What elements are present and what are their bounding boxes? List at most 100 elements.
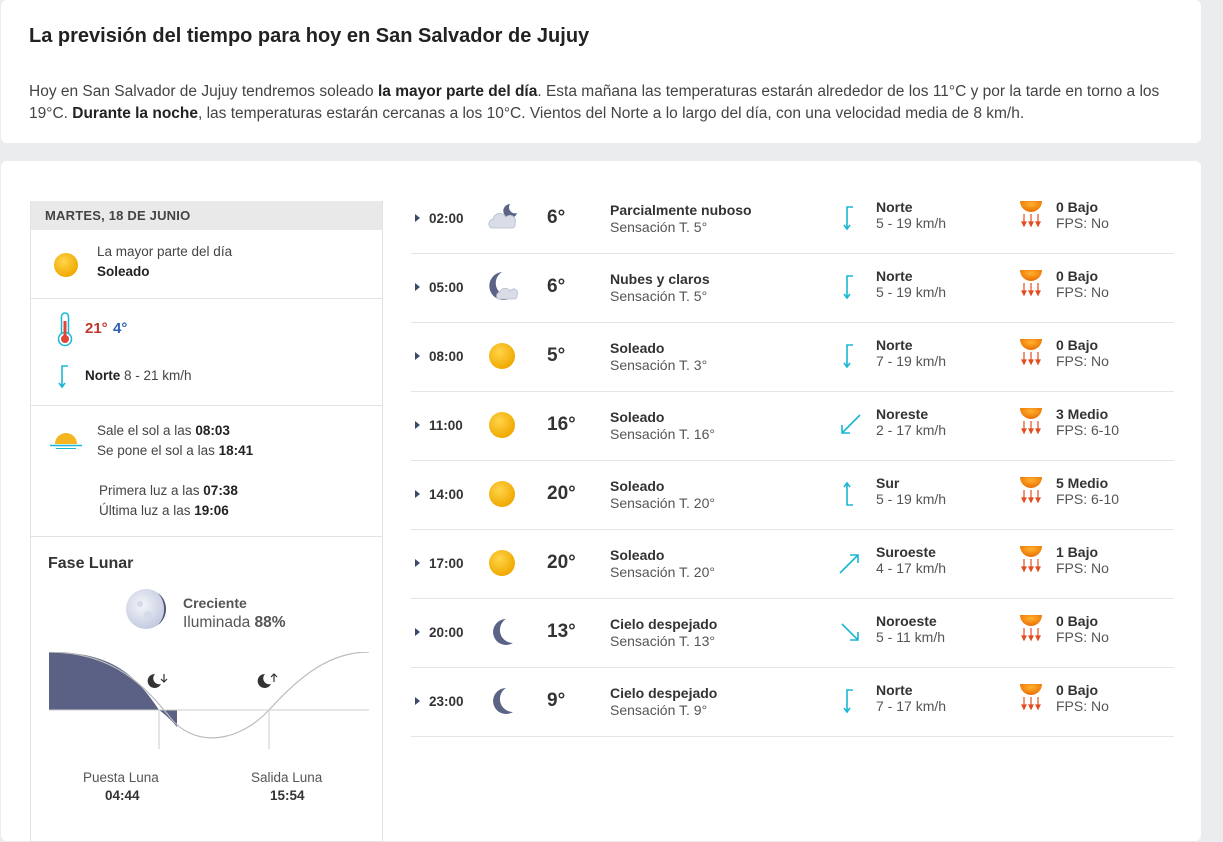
wind-speed: 7 - 17 km/h (876, 698, 947, 714)
fps-value: FPS: 6-10 (1056, 422, 1120, 438)
feels-like: Sensación T. 20° (610, 564, 715, 580)
uv-index-icon (1018, 268, 1044, 298)
expand-triangle-icon[interactable] (415, 283, 420, 291)
hour-temperature: 13° (547, 621, 576, 642)
uv-index: 5 Medio (1056, 475, 1109, 491)
uv-index-icon (1018, 613, 1044, 643)
cloudy-moon-icon (484, 269, 520, 305)
moonset-time: 04:44 (105, 788, 140, 803)
moon-path-chart (49, 652, 369, 749)
wind-direction: Norte (876, 199, 913, 215)
day-summary-panel: MARTES, 18 DE JUNIO La mayor parte del d… (30, 201, 383, 842)
hour-temperature: 20° (547, 483, 576, 504)
wind-direction: Noroeste (876, 613, 937, 629)
hour-condition: Soleado (610, 340, 665, 356)
fps-value: FPS: No (1056, 698, 1109, 714)
expand-triangle-icon[interactable] (415, 628, 420, 636)
expand-triangle-icon[interactable] (415, 559, 420, 567)
feels-like: Sensación T. 3° (610, 357, 708, 373)
fps-value: FPS: 6-10 (1056, 491, 1120, 507)
hour-temperature: 5° (547, 345, 566, 366)
expand-triangle-icon[interactable] (415, 697, 420, 705)
moon-phase-section: Fase Lunar Creciente Iluminada 88% Puest… (31, 537, 382, 837)
fps-value: FPS: No (1056, 215, 1109, 231)
day-header: MARTES, 18 DE JUNIO (31, 201, 382, 230)
desc-text-3: , las temperaturas estarán cercanas a lo… (198, 105, 1025, 122)
wind-arrow-icon (836, 410, 864, 440)
uv-index: 0 Bajo (1056, 613, 1099, 629)
hourly-row[interactable]: 05:00 6° Nubes y claros Sensación T. 5° Nort… (411, 254, 1174, 323)
moon-phase-icon (124, 587, 168, 636)
sunrise-label: Sale el sol a las (97, 423, 196, 438)
expand-triangle-icon[interactable] (415, 421, 420, 429)
hour-temperature: 16° (547, 414, 576, 435)
sky-state: Soleado (97, 264, 150, 279)
moon-curve-filled (49, 652, 177, 727)
hourly-row[interactable]: 20:00 13° Cielo despejado Sensación T. 13° N… (411, 599, 1174, 668)
wind-speed: 5 - 19 km/h (876, 215, 947, 231)
hourly-row[interactable]: 02:00 6° Parcialmente nuboso Sensación T. 5… (411, 185, 1174, 254)
uv-index-icon (1018, 544, 1044, 574)
expand-triangle-icon[interactable] (415, 214, 420, 222)
hourly-row[interactable]: 17:00 20° Soleado Sensación T. 20° Suroeste 4… (411, 530, 1174, 599)
daily-forecast-card: MARTES, 18 DE JUNIO La mayor parte del d… (1, 161, 1201, 842)
sun-icon (484, 545, 520, 581)
sunrise-line: Sale el sol a las 08:03 (97, 423, 230, 438)
desc-text-1: Hoy en San Salvador de Jujuy tendremos s… (29, 83, 378, 100)
wind-speed: 2 - 17 km/h (876, 422, 947, 438)
hour-condition: Parcialmente nuboso (610, 202, 752, 218)
wind-direction: Norte (876, 682, 913, 698)
wind-speed: 7 - 19 km/h (876, 353, 947, 369)
feels-like: Sensación T. 13° (610, 633, 715, 649)
forecast-description: Hoy en San Salvador de Jujuy tendremos s… (29, 81, 1179, 125)
moon-phase-title: Fase Lunar (48, 555, 134, 572)
max-temperature: 21° (85, 320, 108, 337)
hourly-row[interactable]: 08:00 5° Soleado Sensación T. 3° Norte 7 - 19… (411, 323, 1174, 392)
expand-triangle-icon[interactable] (415, 352, 420, 360)
sun-icon (484, 476, 520, 512)
desc-text-2: . Esta mañana las temperaturas estarán a… (29, 83, 1160, 122)
hour-condition: Cielo despejado (610, 616, 718, 632)
min-temperature: 4° (113, 320, 128, 337)
feels-like: Sensación T. 20° (610, 495, 715, 511)
moon-phase-name: Creciente (183, 595, 247, 611)
sun-times-section: Sale el sol a las 08:03 Se pone el sol a… (31, 406, 382, 537)
uv-index: 0 Bajo (1056, 682, 1099, 698)
sunset-time: 18:41 (218, 443, 254, 458)
fps-value: FPS: No (1056, 353, 1109, 369)
last-light-time: 19:06 (194, 503, 229, 518)
hourly-row[interactable]: 11:00 16° Soleado Sensación T. 16° Noreste 2 … (411, 392, 1174, 461)
wind-speed: 4 - 17 km/h (876, 560, 947, 576)
last-light-label: Última luz a las (99, 503, 195, 518)
sun-icon (484, 407, 520, 443)
hour-label: 17:00 (429, 556, 464, 571)
moon-illumination: Iluminada 88% (183, 614, 286, 632)
uv-index-icon (1018, 199, 1044, 229)
wind-direction: Noreste (876, 406, 929, 422)
uv-index-icon (1018, 406, 1044, 436)
sun-icon (53, 252, 79, 283)
hour-label: 05:00 (429, 280, 464, 295)
hourly-row[interactable]: 23:00 9° Cielo despejado Sensación T. 9° Nor… (411, 668, 1174, 737)
hourly-row[interactable]: 14:00 20° Soleado Sensación T. 20° Sur 5 - 19… (411, 461, 1174, 530)
wind-summary: Norte 8 - 21 km/h (85, 368, 192, 383)
hour-label: 14:00 (429, 487, 464, 502)
hour-condition: Cielo despejado (610, 685, 718, 701)
moon-illum-value: 88% (254, 614, 286, 631)
moon-icon (484, 683, 520, 719)
uv-index: 0 Bajo (1056, 337, 1099, 353)
fps-value: FPS: No (1056, 629, 1109, 645)
forecast-title: La previsión del tiempo para hoy en San … (29, 25, 590, 47)
moonrise-time: 15:54 (270, 788, 305, 803)
hour-label: 11:00 (429, 418, 463, 433)
uv-index-icon (1018, 682, 1044, 712)
moon-icon (484, 614, 520, 650)
hour-label: 23:00 (429, 694, 464, 709)
wind-speed: 5 - 19 km/h (876, 284, 947, 300)
sky-period: La mayor parte del día (97, 244, 233, 259)
expand-triangle-icon[interactable] (415, 490, 420, 498)
thermometer-icon (56, 311, 74, 352)
uv-index-icon (1018, 337, 1044, 367)
desc-bold-1: la mayor parte del día (377, 83, 538, 100)
wind-direction: Sur (876, 475, 900, 491)
